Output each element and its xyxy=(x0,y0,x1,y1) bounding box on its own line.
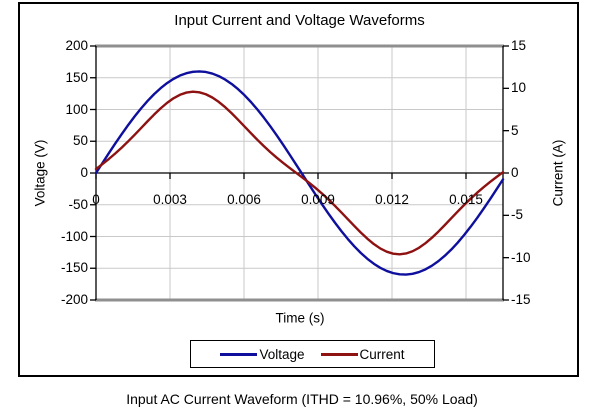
left-axis-tick-label: -150 xyxy=(60,260,88,276)
x-axis-title: Time (s) xyxy=(275,310,325,326)
left-axis-tick-label: -200 xyxy=(60,292,88,307)
voltage-series-line xyxy=(94,70,505,276)
x-axis-tick-label: 0.009 xyxy=(301,192,335,207)
right-axis-tick-label: 5 xyxy=(511,122,519,138)
legend-line-sample xyxy=(220,352,258,356)
x-axis-tick-label: 0 xyxy=(92,192,100,207)
left-axis-tick-label: 200 xyxy=(65,38,88,53)
legend-item-voltage: Voltage xyxy=(220,346,305,362)
left-axis-tick-label: 0 xyxy=(80,165,88,180)
x-axis-tick-label: 0.015 xyxy=(449,192,483,207)
chart-title: Input Current and Voltage Waveforms xyxy=(174,12,425,29)
x-axis-tick-label: 0.012 xyxy=(375,192,409,207)
left-axis-tick-label: -50 xyxy=(68,196,88,212)
right-axis-tick-label: 15 xyxy=(511,38,527,53)
legend-line-sample xyxy=(320,352,358,356)
right-axis-tick-label: -5 xyxy=(511,207,524,223)
legend-label: Current xyxy=(359,346,405,362)
right-axis-tick-label: 0 xyxy=(511,165,519,180)
current-series-line xyxy=(94,90,505,256)
chart-border xyxy=(18,2,579,377)
x-axis-tick-label: 0.003 xyxy=(153,192,187,207)
left-axis-tick-label: 50 xyxy=(72,133,88,149)
right-axis-tick-label: 10 xyxy=(511,80,527,96)
left-axis-tick-label: -100 xyxy=(60,228,88,244)
left-axis-title: Voltage (V) xyxy=(32,139,48,207)
legend: Voltage Current xyxy=(190,340,435,368)
figure-caption: Input AC Current Waveform (ITHD = 10.96%… xyxy=(126,391,478,407)
right-axis-tick-label: -10 xyxy=(511,249,531,265)
left-axis-tick-label: 100 xyxy=(65,101,88,117)
right-axis-tick-label: -15 xyxy=(511,292,531,307)
right-axis-title: Current (A) xyxy=(550,139,566,207)
x-axis-tick-label: 0.006 xyxy=(227,192,261,207)
legend-item-current: Current xyxy=(320,346,405,362)
left-axis-tick-label: 150 xyxy=(65,69,88,85)
legend-label: Voltage xyxy=(259,346,305,362)
